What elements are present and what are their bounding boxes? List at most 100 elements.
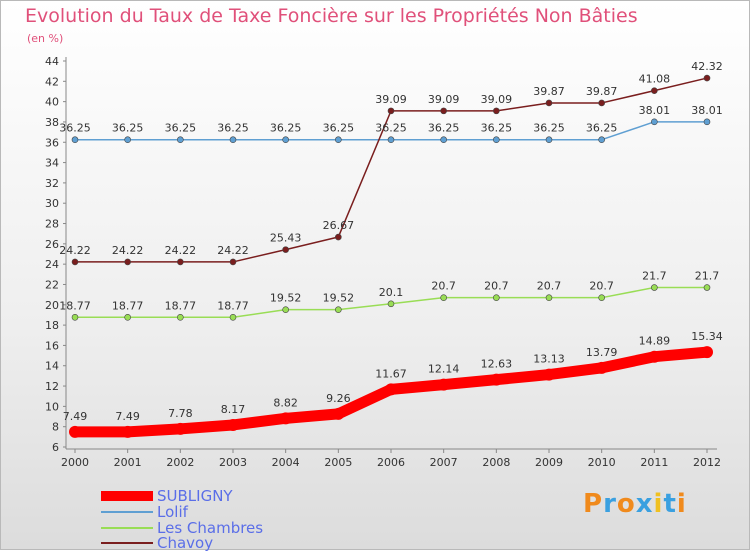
data-point-subligny: [543, 368, 555, 381]
y-tick-label: 40: [45, 96, 59, 109]
data-label-lolif: 36.25: [481, 122, 513, 135]
y-tick-label: 38: [45, 116, 59, 129]
logo-letter: o: [616, 489, 636, 519]
x-tick-label: 2004: [272, 456, 300, 469]
data-point-chavoy: [651, 87, 658, 94]
data-label-les-chambres: 19.52: [270, 292, 302, 305]
data-point-subligny: [595, 361, 608, 374]
data-label-lolif: 36.25: [323, 122, 355, 135]
data-label-chavoy: 25.43: [270, 232, 302, 245]
data-label-lolif: 36.25: [270, 122, 302, 135]
data-label-chavoy: 39.09: [375, 93, 407, 106]
x-tick-label: 2006: [377, 456, 405, 469]
logo-letter: r: [603, 489, 617, 519]
data-label-les-chambres: 18.77: [112, 299, 144, 312]
data-point-lolif: [229, 136, 237, 144]
data-label-subligny: 7.49: [63, 410, 88, 423]
data-label-les-chambres: 20.7: [537, 280, 562, 293]
y-tick-label: 10: [45, 400, 59, 413]
logo-letter: P: [583, 489, 604, 519]
data-point-lolif: [177, 136, 184, 144]
y-tick-label: 34: [45, 157, 59, 170]
data-point-lolif: [335, 136, 342, 144]
data-point-les-chambres: [177, 313, 184, 321]
data-label-chavoy: 26.67: [323, 219, 355, 232]
data-label-subligny: 14.89: [639, 335, 671, 348]
data-label-subligny: 8.82: [273, 396, 298, 409]
data-label-les-chambres: 21.7: [642, 270, 667, 283]
x-tick-label: 2005: [324, 456, 352, 469]
data-label-chavoy: 41.08: [639, 73, 671, 86]
data-label-les-chambres: 18.77: [59, 299, 91, 312]
data-label-les-chambres: 18.77: [217, 299, 249, 312]
data-point-les-chambres: [703, 284, 711, 291]
x-tick-label: 2008: [482, 456, 510, 469]
legend-swatch-lolif: [101, 511, 153, 513]
data-point-lolif: [598, 136, 605, 144]
data-point-subligny: [69, 425, 81, 438]
data-point-lolif: [124, 136, 131, 144]
y-tick-label: 12: [45, 380, 59, 393]
data-label-subligny: 9.26: [326, 392, 351, 405]
data-point-subligny: [227, 418, 239, 431]
x-tick-label: 2011: [640, 456, 668, 469]
data-label-les-chambres: 18.77: [165, 299, 197, 312]
data-label-lolif: 36.25: [59, 122, 91, 135]
y-axis-ticks: 6 8 10 12 14 16 18 20 22 24 26 28 30 32 34 36 38 40 42 44: [45, 55, 66, 454]
data-point-chavoy: [440, 107, 447, 115]
data-point-chavoy: [177, 258, 184, 266]
data-label-subligny: 13.13: [533, 353, 565, 366]
legend-label-subligny: SUBLIGNY: [157, 487, 233, 505]
proxiti-logo: Proxiti: [583, 489, 687, 519]
data-point-subligny: [279, 412, 292, 425]
x-tick-label: 2010: [588, 456, 616, 469]
data-point-subligny: [385, 383, 397, 396]
data-point-chavoy: [545, 99, 553, 107]
data-point-lolif: [651, 118, 658, 126]
data-label-lolif: 38.01: [639, 104, 671, 117]
data-label-subligny: 12.14: [428, 363, 460, 376]
data-label-les-chambres: 19.52: [323, 292, 355, 305]
data-point-chavoy: [598, 99, 605, 107]
y-tick-label: 14: [45, 360, 59, 373]
data-point-subligny: [490, 373, 503, 386]
data-label-les-chambres: 20.7: [589, 280, 614, 293]
data-point-lolif: [545, 136, 553, 144]
data-label-chavoy: 39.87: [533, 85, 565, 98]
x-tick-label: 2009: [535, 456, 563, 469]
y-tick-label: 28: [45, 218, 59, 231]
data-point-chavoy: [124, 258, 131, 266]
data-label-lolif: 36.25: [165, 122, 197, 135]
data-point-subligny: [174, 422, 187, 435]
x-tick-label: 2012: [693, 456, 721, 469]
data-point-les-chambres: [598, 294, 605, 301]
data-point-chavoy: [282, 246, 289, 253]
series-group: [69, 74, 713, 438]
data-point-chavoy: [229, 258, 237, 266]
data-point-les-chambres: [229, 313, 237, 321]
data-label-chavoy: 39.09: [481, 93, 513, 106]
data-label-subligny: 7.78: [168, 407, 193, 420]
data-point-les-chambres: [71, 313, 79, 321]
data-label-lolif: 36.25: [217, 122, 249, 135]
data-point-chavoy: [493, 107, 500, 115]
x-tick-label: 2000: [61, 456, 89, 469]
data-label-chavoy: 42.32: [691, 60, 723, 73]
data-point-chavoy: [335, 233, 342, 241]
data-point-les-chambres: [651, 284, 658, 291]
y-tick-label: 18: [45, 319, 59, 332]
data-label-chavoy: 24.22: [217, 244, 249, 257]
x-tick-label: 2007: [430, 456, 458, 469]
y-tick-label: 42: [45, 75, 59, 88]
legend-label-lolif: Lolif: [157, 503, 188, 521]
data-label-les-chambres: 20.7: [484, 280, 509, 293]
data-point-lolif: [387, 136, 395, 144]
data-point-lolif: [440, 136, 447, 144]
legend-swatch-chavoy: [101, 542, 153, 544]
logo-letter: x: [635, 489, 654, 519]
data-label-lolif: 38.01: [691, 104, 723, 117]
data-label-les-chambres: 21.7: [695, 270, 720, 283]
y-tick-label: 24: [45, 258, 59, 271]
data-label-subligny: 11.67: [375, 367, 407, 380]
